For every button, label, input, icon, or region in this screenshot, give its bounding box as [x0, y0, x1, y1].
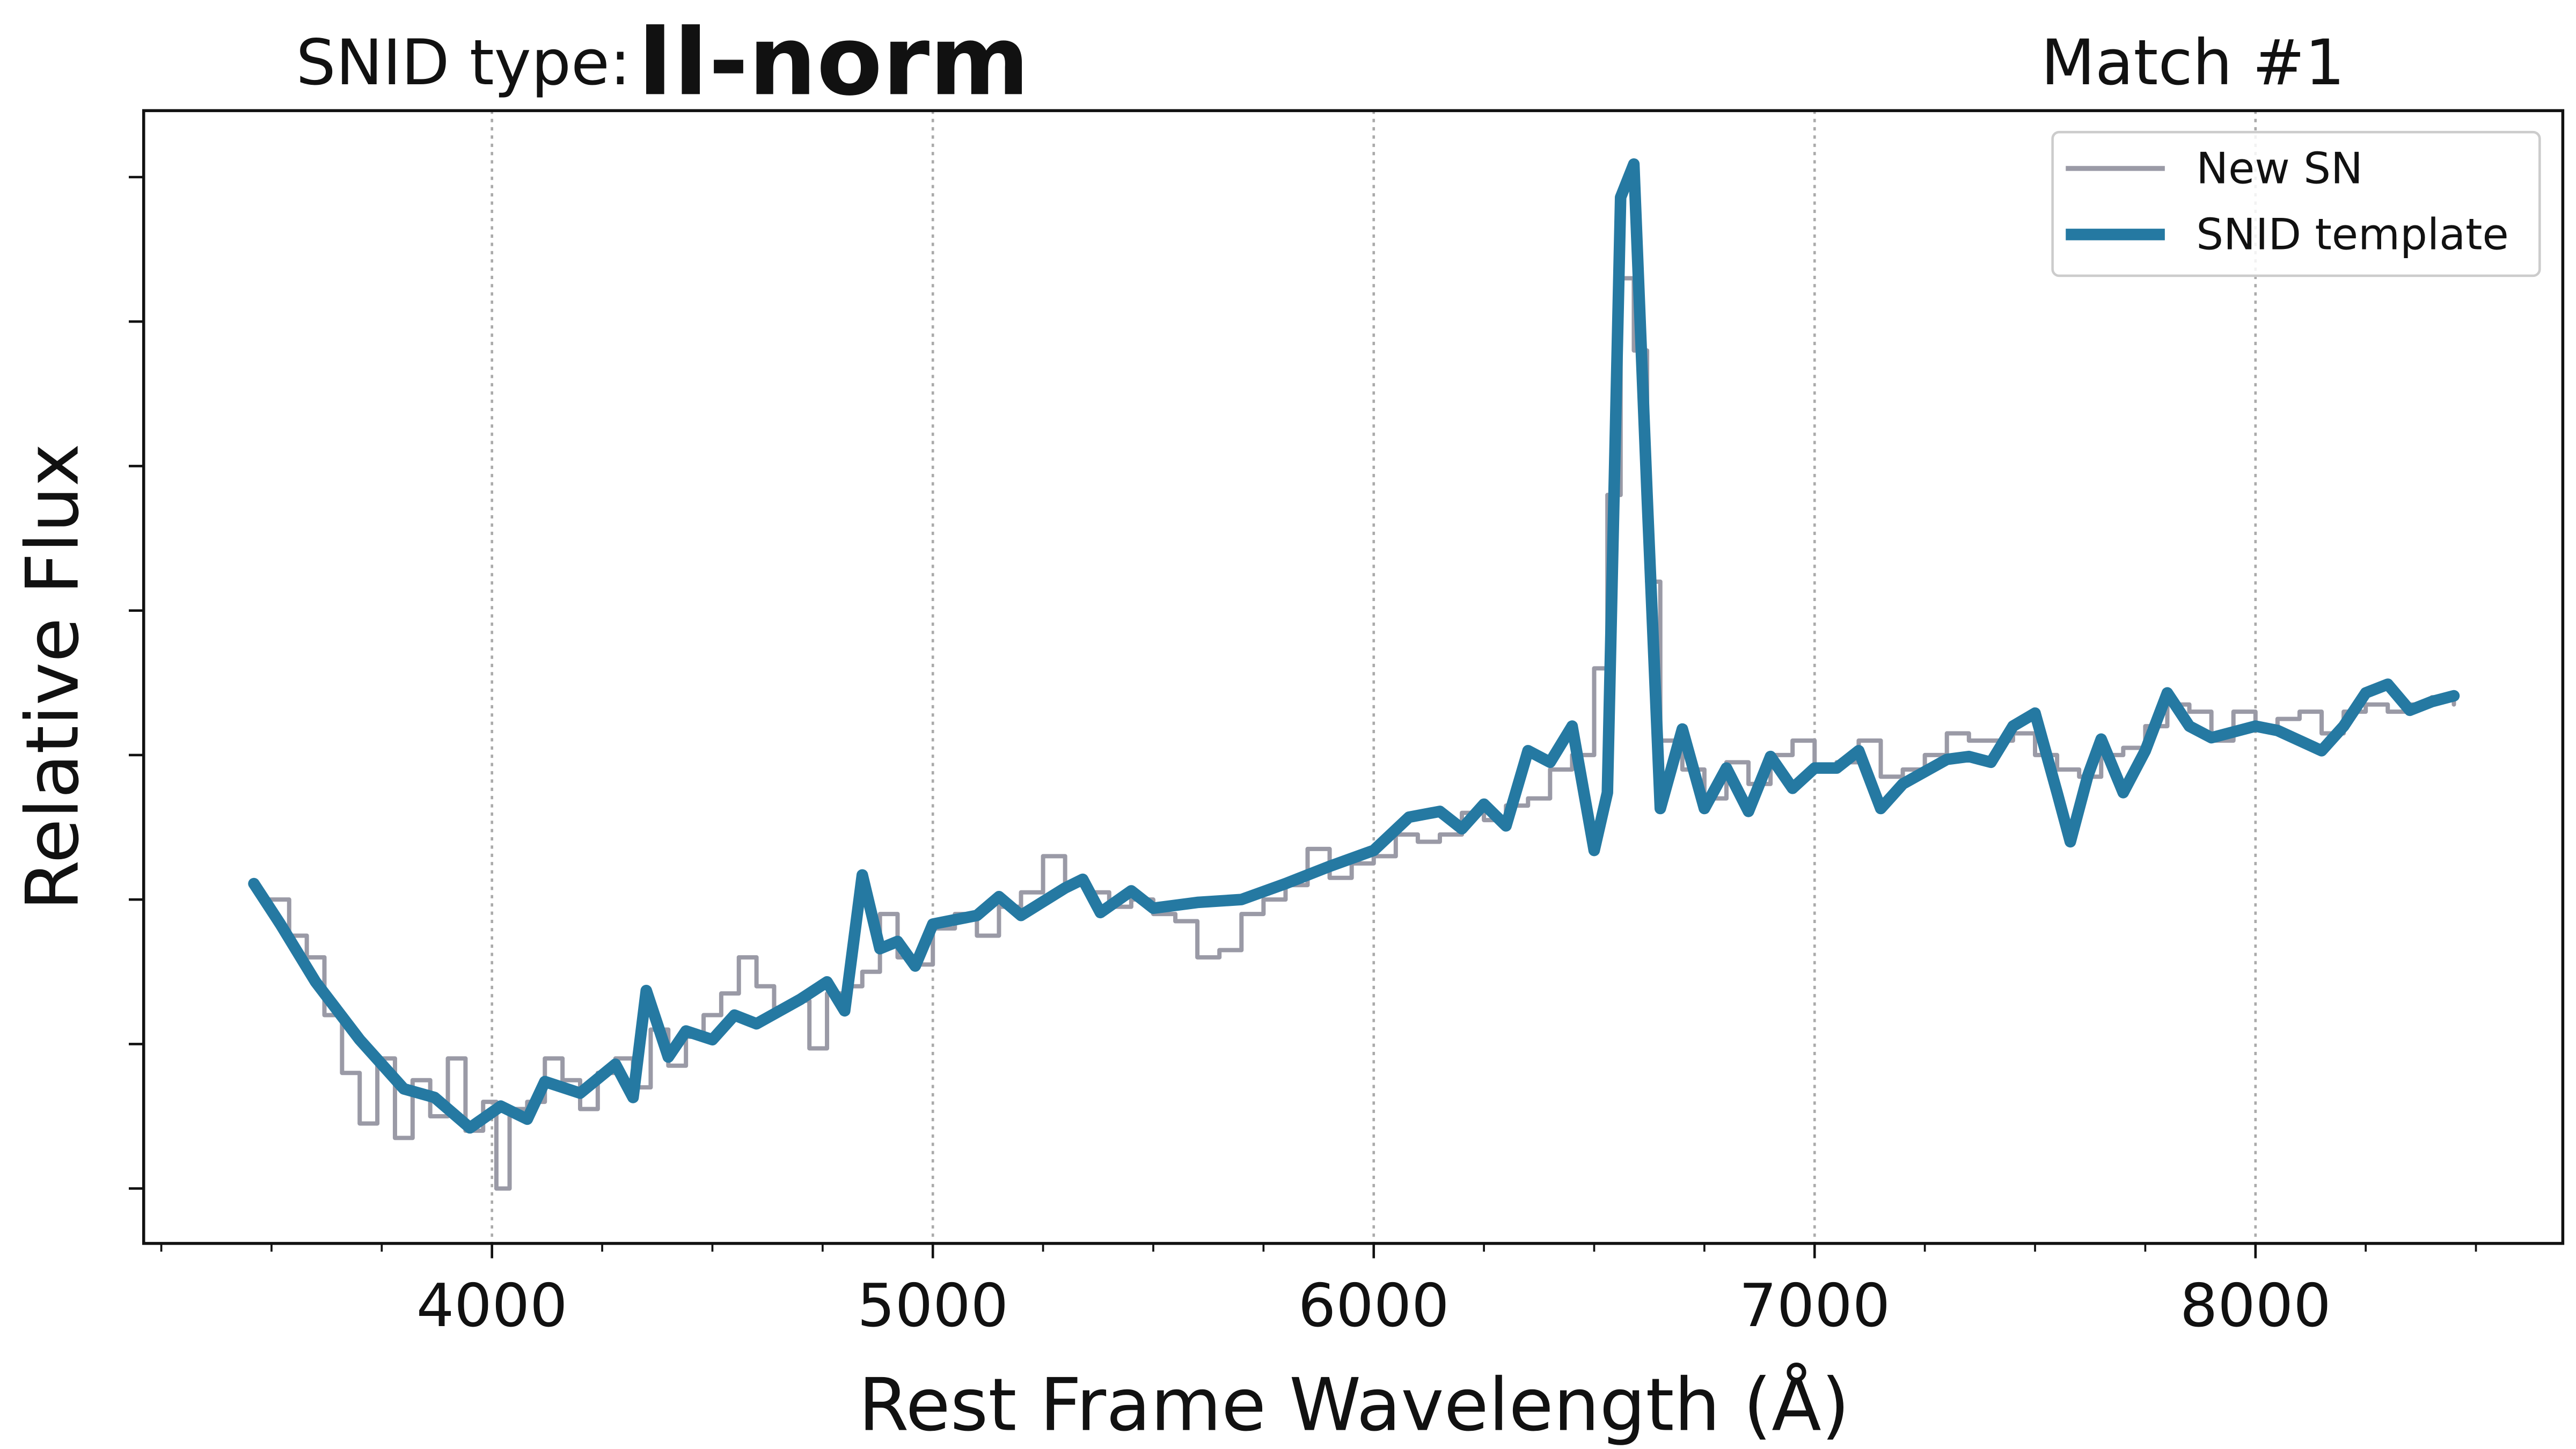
- chart-title: II-norm: [638, 5, 1029, 117]
- legend-box: [2051, 130, 2541, 277]
- series-line: [260, 276, 2456, 1191]
- plot-frame: [142, 109, 2565, 1245]
- title-prefix: SNID type:: [296, 26, 631, 99]
- chart-subtitle: Match #1: [2041, 26, 2345, 99]
- x-tick-label: 7000: [1739, 1271, 1890, 1341]
- series-line: [248, 158, 2460, 1134]
- x-axis-label: Rest Frame Wavelength (Å): [859, 1363, 1850, 1447]
- x-tick-label: 8000: [2180, 1271, 2331, 1341]
- x-tick-label: 5000: [857, 1271, 1008, 1341]
- x-tick-label: 4000: [416, 1271, 568, 1341]
- legend-label: SNID template: [2196, 210, 2508, 260]
- y-axis-label: Relative Flux: [10, 443, 95, 910]
- legend-label: New SN: [2196, 144, 2363, 194]
- x-tick-label: 6000: [1298, 1271, 1450, 1341]
